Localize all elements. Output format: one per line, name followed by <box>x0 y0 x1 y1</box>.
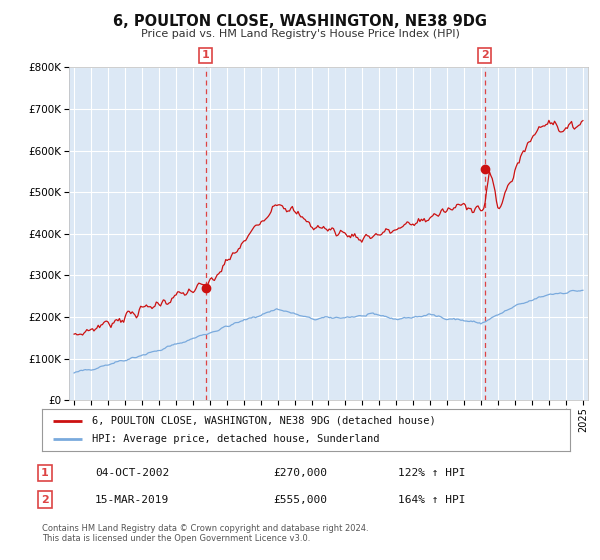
Text: 2: 2 <box>41 494 49 505</box>
Text: This data is licensed under the Open Government Licence v3.0.: This data is licensed under the Open Gov… <box>42 534 310 543</box>
Text: HPI: Average price, detached house, Sunderland: HPI: Average price, detached house, Sund… <box>92 434 380 444</box>
Text: £555,000: £555,000 <box>273 494 327 505</box>
Text: 6, POULTON CLOSE, WASHINGTON, NE38 9DG (detached house): 6, POULTON CLOSE, WASHINGTON, NE38 9DG (… <box>92 416 436 426</box>
Text: 15-MAR-2019: 15-MAR-2019 <box>95 494 169 505</box>
Text: 122% ↑ HPI: 122% ↑ HPI <box>398 468 466 478</box>
Text: Price paid vs. HM Land Registry's House Price Index (HPI): Price paid vs. HM Land Registry's House … <box>140 29 460 39</box>
Text: £270,000: £270,000 <box>273 468 327 478</box>
Text: 2: 2 <box>481 50 488 60</box>
Text: Contains HM Land Registry data © Crown copyright and database right 2024.: Contains HM Land Registry data © Crown c… <box>42 524 368 533</box>
Text: 6, POULTON CLOSE, WASHINGTON, NE38 9DG: 6, POULTON CLOSE, WASHINGTON, NE38 9DG <box>113 14 487 29</box>
Text: 1: 1 <box>202 50 209 60</box>
Text: 1: 1 <box>41 468 49 478</box>
Text: 04-OCT-2002: 04-OCT-2002 <box>95 468 169 478</box>
Text: 164% ↑ HPI: 164% ↑ HPI <box>398 494 466 505</box>
